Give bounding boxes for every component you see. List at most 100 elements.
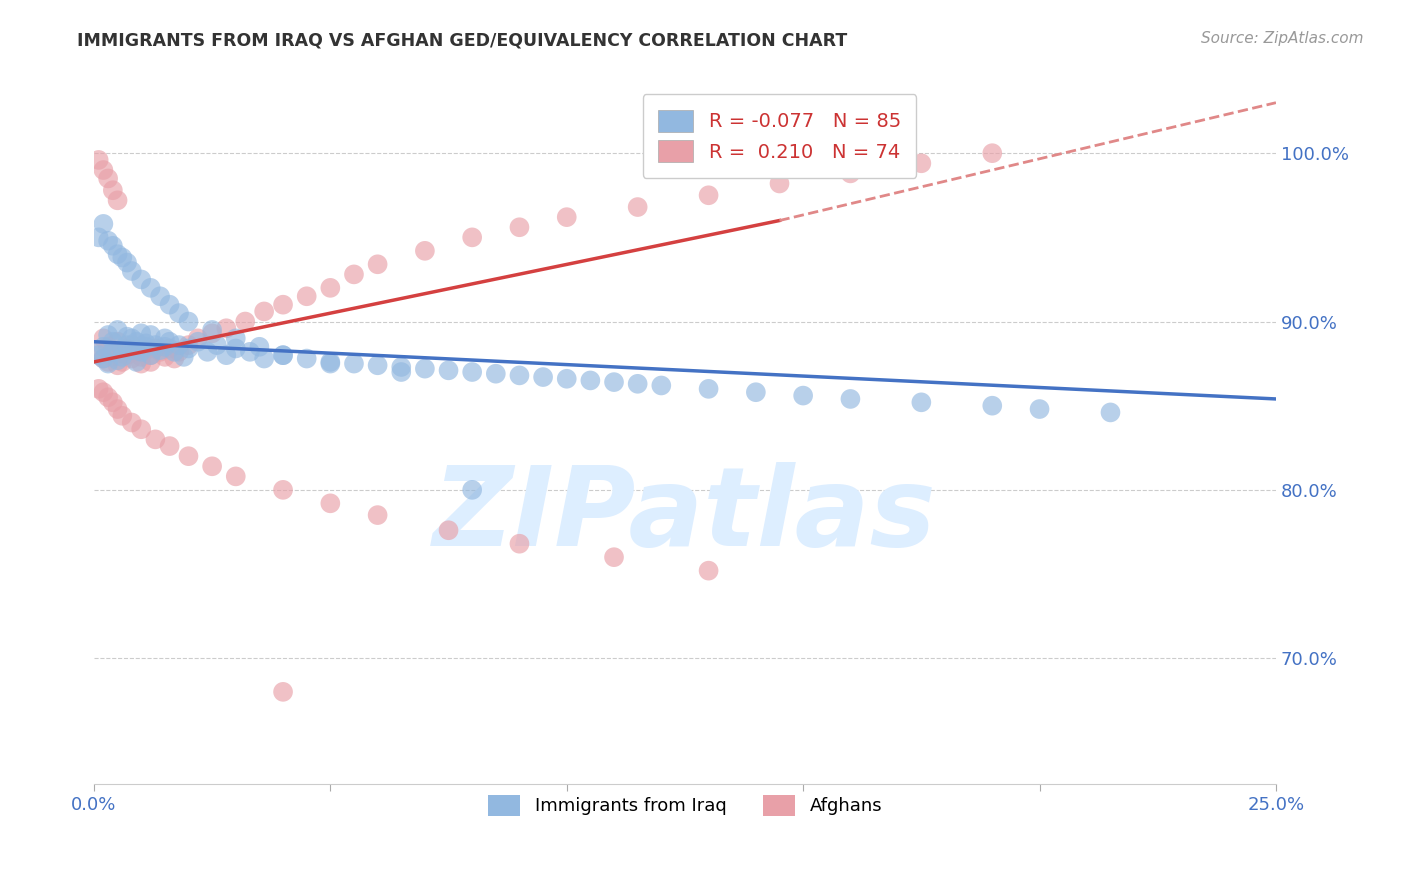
- Point: [485, 367, 508, 381]
- Point: [87, 230, 110, 244]
- Point: [129, 350, 152, 364]
- Point: [121, 351, 143, 366]
- Point: [367, 508, 389, 522]
- Point: [697, 188, 720, 202]
- Point: [910, 395, 932, 409]
- Point: [87, 382, 110, 396]
- Point: [697, 382, 720, 396]
- Point: [555, 210, 578, 224]
- Point: [271, 685, 294, 699]
- Point: [139, 281, 162, 295]
- Point: [225, 469, 247, 483]
- Point: [163, 344, 186, 359]
- Point: [125, 344, 148, 359]
- Point: [239, 344, 262, 359]
- Point: [768, 177, 790, 191]
- Point: [389, 365, 412, 379]
- Point: [121, 331, 143, 345]
- Point: [271, 348, 294, 362]
- Point: [159, 342, 181, 356]
- Point: [149, 289, 172, 303]
- Point: [135, 340, 157, 354]
- Point: [115, 348, 138, 362]
- Point: [745, 385, 768, 400]
- Point: [111, 342, 134, 356]
- Point: [129, 357, 152, 371]
- Point: [115, 342, 138, 356]
- Point: [121, 416, 143, 430]
- Point: [107, 353, 129, 368]
- Point: [177, 338, 200, 352]
- Point: [111, 409, 134, 423]
- Point: [111, 346, 134, 360]
- Point: [437, 363, 460, 377]
- Point: [93, 351, 115, 366]
- Point: [159, 439, 181, 453]
- Point: [135, 336, 157, 351]
- Point: [319, 355, 342, 369]
- Point: [319, 357, 342, 371]
- Point: [579, 373, 602, 387]
- Point: [97, 328, 120, 343]
- Point: [187, 331, 209, 345]
- Point: [97, 357, 120, 371]
- Point: [101, 395, 124, 409]
- Point: [101, 344, 124, 359]
- Point: [97, 340, 120, 354]
- Point: [97, 355, 120, 369]
- Point: [271, 483, 294, 497]
- Point: [177, 449, 200, 463]
- Point: [508, 537, 530, 551]
- Point: [187, 334, 209, 349]
- Point: [1028, 402, 1050, 417]
- Point: [111, 355, 134, 369]
- Point: [461, 365, 484, 379]
- Point: [107, 323, 129, 337]
- Point: [253, 304, 276, 318]
- Point: [93, 331, 115, 345]
- Point: [153, 340, 176, 354]
- Point: [129, 422, 152, 436]
- Point: [389, 359, 412, 374]
- Point: [121, 264, 143, 278]
- Point: [149, 343, 172, 358]
- Point: [343, 268, 366, 282]
- Point: [295, 289, 318, 303]
- Point: [197, 344, 219, 359]
- Point: [367, 359, 389, 373]
- Point: [233, 314, 256, 328]
- Point: [173, 350, 195, 364]
- Point: [93, 385, 115, 400]
- Point: [125, 334, 148, 349]
- Point: [215, 321, 238, 335]
- Point: [129, 272, 152, 286]
- Point: [87, 348, 110, 362]
- Point: [111, 350, 134, 364]
- Point: [139, 348, 162, 362]
- Point: [97, 234, 120, 248]
- Point: [508, 368, 530, 383]
- Point: [153, 331, 176, 345]
- Legend: Immigrants from Iraq, Afghans: Immigrants from Iraq, Afghans: [478, 786, 891, 825]
- Point: [129, 326, 152, 341]
- Point: [145, 433, 167, 447]
- Point: [115, 255, 138, 269]
- Point: [343, 357, 366, 371]
- Point: [107, 359, 129, 373]
- Point: [697, 564, 720, 578]
- Point: [295, 351, 318, 366]
- Point: [135, 343, 157, 358]
- Text: IMMIGRANTS FROM IRAQ VS AFGHAN GED/EQUIVALENCY CORRELATION CHART: IMMIGRANTS FROM IRAQ VS AFGHAN GED/EQUIV…: [77, 31, 848, 49]
- Point: [101, 183, 124, 197]
- Point: [461, 483, 484, 497]
- Point: [225, 342, 247, 356]
- Point: [101, 239, 124, 253]
- Point: [981, 146, 1004, 161]
- Point: [319, 281, 342, 295]
- Point: [107, 194, 129, 208]
- Point: [177, 342, 200, 356]
- Point: [603, 550, 626, 565]
- Point: [139, 355, 162, 369]
- Point: [201, 459, 224, 474]
- Point: [111, 251, 134, 265]
